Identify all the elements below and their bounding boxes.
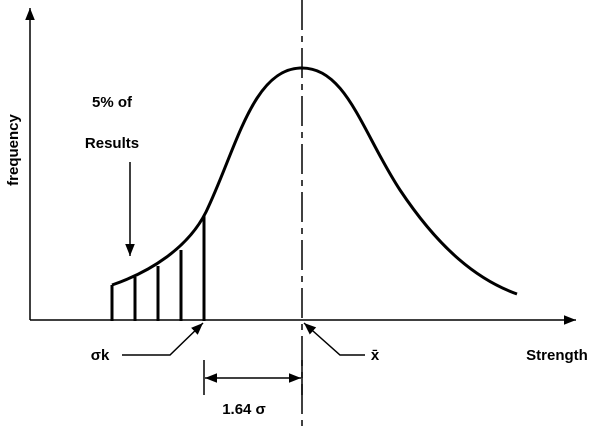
sigma-k-label: σk: [91, 347, 110, 364]
tail-hatching: [110, 216, 206, 321]
y-axis-label: frequency: [5, 114, 22, 186]
sigma-k-leader: [122, 322, 204, 356]
offset-label: 1.64 σ: [222, 401, 266, 418]
mean-label: x̄: [371, 347, 380, 364]
distribution-curve: [111, 66, 518, 296]
annotation: Results: [85, 135, 139, 152]
mean-leader: [303, 322, 365, 356]
annotation: 5% of: [92, 94, 133, 111]
x-axis-label: Strength: [526, 347, 588, 364]
